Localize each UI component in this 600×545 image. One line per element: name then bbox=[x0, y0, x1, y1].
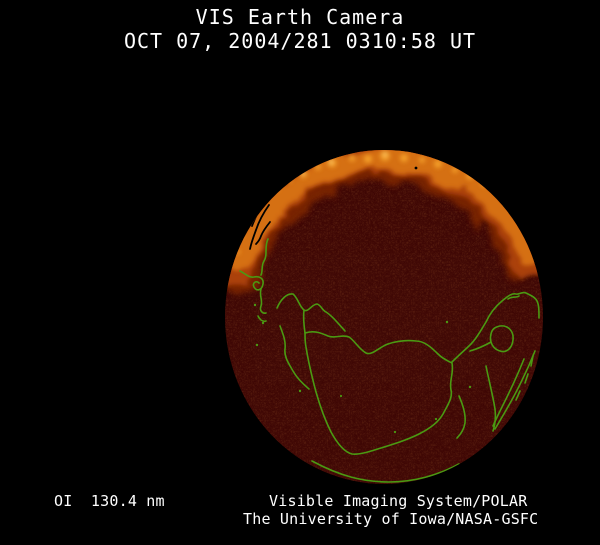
coastline-path bbox=[279, 325, 310, 390]
instrument-label: Visible Imaging System/POLAR bbox=[269, 492, 528, 510]
coastline-path bbox=[507, 295, 520, 300]
coastline-path bbox=[257, 315, 267, 323]
coastline-path bbox=[260, 238, 269, 276]
coastline-path bbox=[524, 373, 529, 384]
coastline-path bbox=[485, 365, 497, 432]
coastline-path bbox=[276, 293, 346, 332]
dark-speck bbox=[414, 166, 418, 170]
coastline-path bbox=[304, 330, 454, 455]
coastline-path bbox=[311, 460, 460, 483]
coastline-path bbox=[469, 341, 492, 352]
image-timestamp: OCT 07, 2004/281 0310:58 UT bbox=[123, 29, 477, 53]
coastline-path bbox=[239, 270, 264, 291]
coastline-overlay bbox=[239, 238, 540, 483]
coastline-path bbox=[456, 395, 466, 439]
coastline-path bbox=[530, 355, 534, 367]
coastline-path bbox=[451, 291, 540, 363]
coastline-path bbox=[515, 390, 521, 401]
island-silhouette-path bbox=[249, 204, 270, 250]
image-title: VIS Earth Camera bbox=[195, 5, 405, 29]
institution-label: The University of Iowa/NASA-GSFC bbox=[243, 510, 539, 528]
island-silhouette-path bbox=[255, 221, 271, 245]
coastline-path bbox=[494, 350, 536, 430]
coastline-path bbox=[302, 309, 306, 334]
coastline-path bbox=[489, 325, 514, 353]
island-dots bbox=[253, 303, 472, 434]
coastline-path bbox=[259, 288, 267, 314]
wavelength-label: OI 130.4 nm bbox=[54, 492, 165, 510]
